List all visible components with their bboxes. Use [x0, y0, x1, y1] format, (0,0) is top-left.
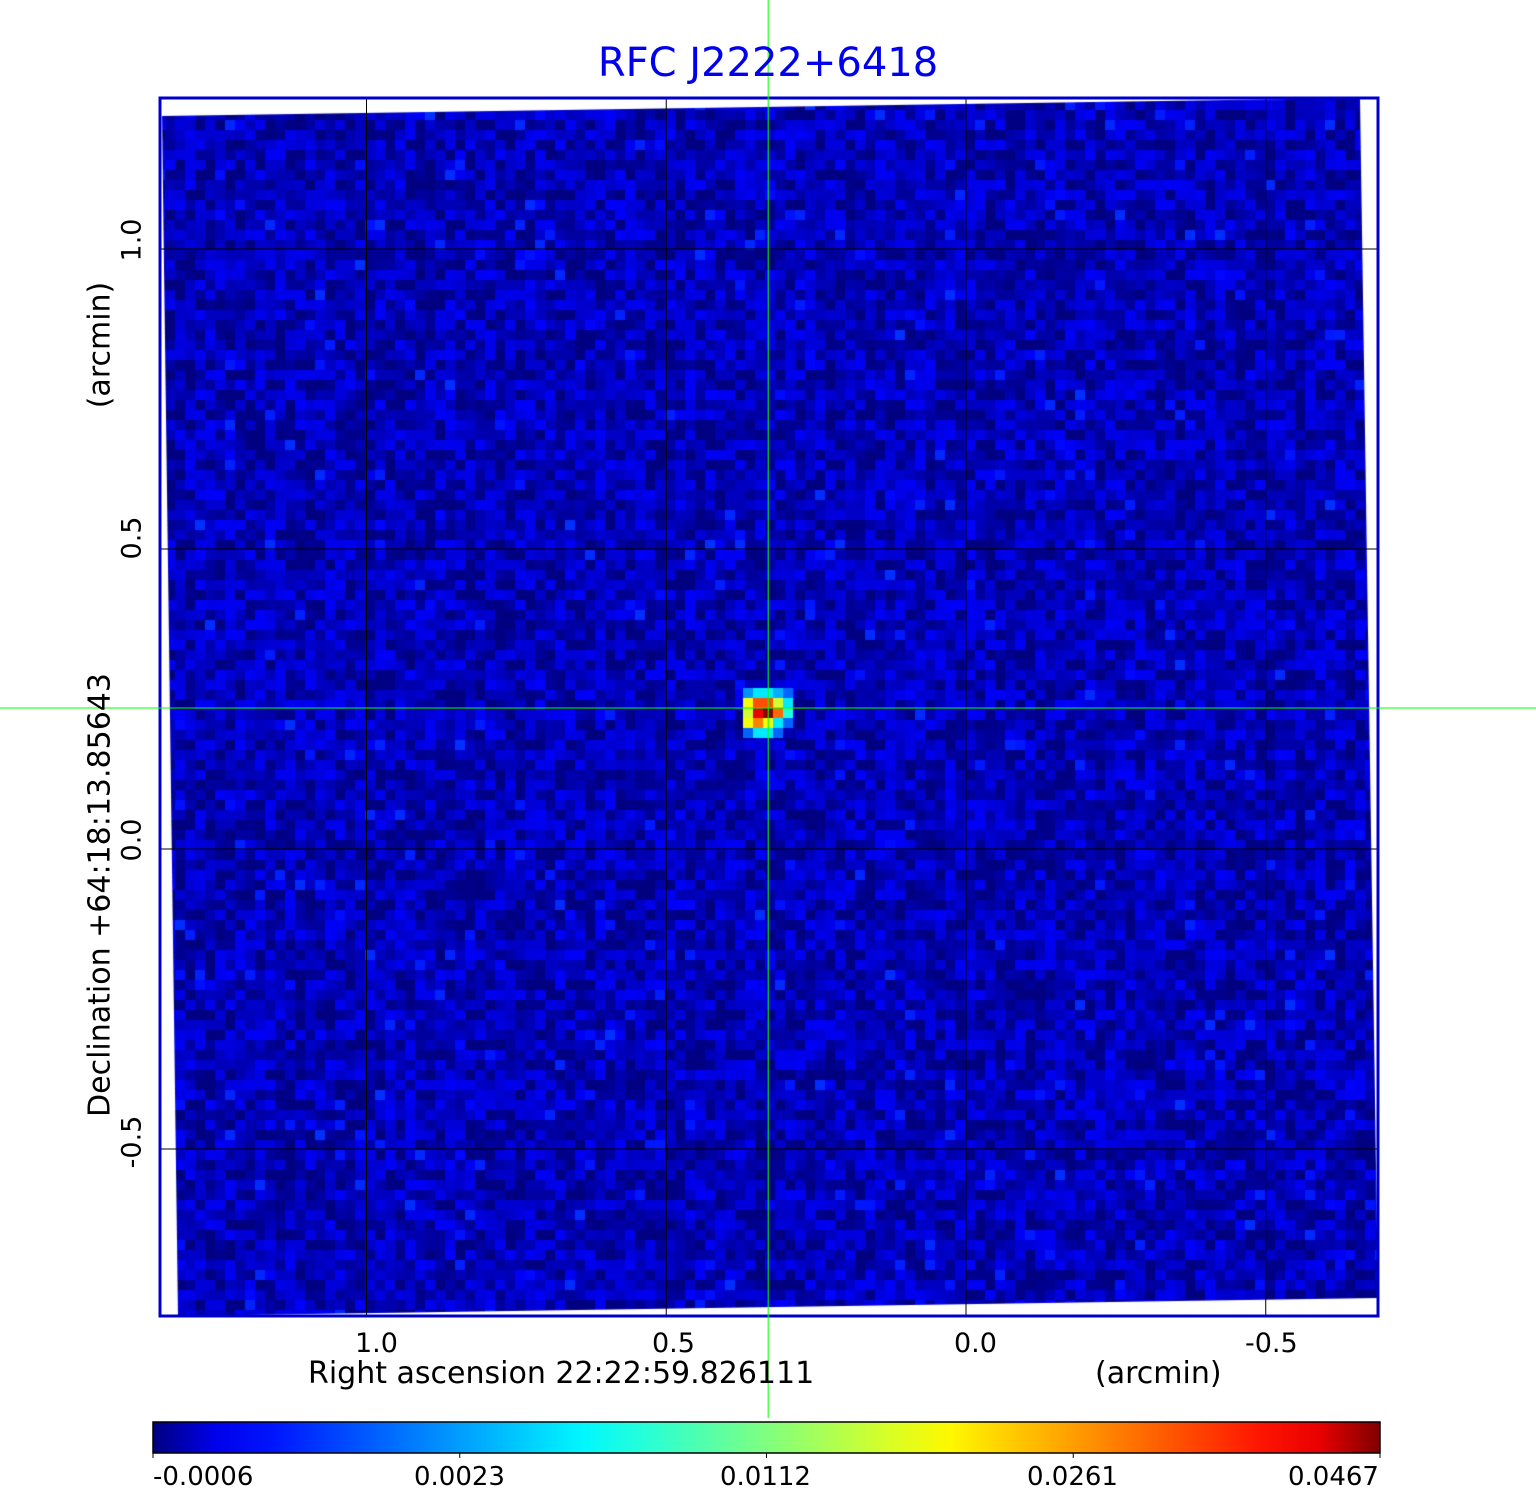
y-axis-label: Declination +64:18:13.85643 [82, 673, 118, 1117]
colorbar-tick-label: 0.0023 [414, 1462, 505, 1492]
colorbar-tick-label: 0.0112 [720, 1462, 811, 1492]
colorbar [152, 1421, 1381, 1454]
x-axis-unit: (arcmin) [1095, 1356, 1222, 1391]
colorbar-tick-label: -0.0006 [153, 1462, 254, 1492]
colorbar-tick-label: 0.0467 [1288, 1462, 1379, 1492]
plot-title: RFC J2222+6418 [597, 40, 939, 86]
x-tick-label: 1.0 [355, 1328, 398, 1359]
x-tick-label: 0.5 [652, 1328, 695, 1359]
x-tick-label: -0.5 [1245, 1328, 1298, 1359]
x-tick-label: 0.0 [954, 1328, 997, 1359]
y-tick-label: 0.0 [116, 818, 148, 862]
y-tick-label: -0.5 [116, 1115, 148, 1169]
x-axis-label: Right ascension 22:22:59.826111 [308, 1356, 815, 1391]
y-tick-label: 0.5 [116, 516, 148, 560]
colorbar-tick-label: 0.0261 [1027, 1462, 1118, 1492]
plot-frame [158, 96, 1380, 1318]
y-axis-unit: (arcmin) [82, 281, 118, 409]
y-tick-label: 1.0 [116, 218, 148, 262]
